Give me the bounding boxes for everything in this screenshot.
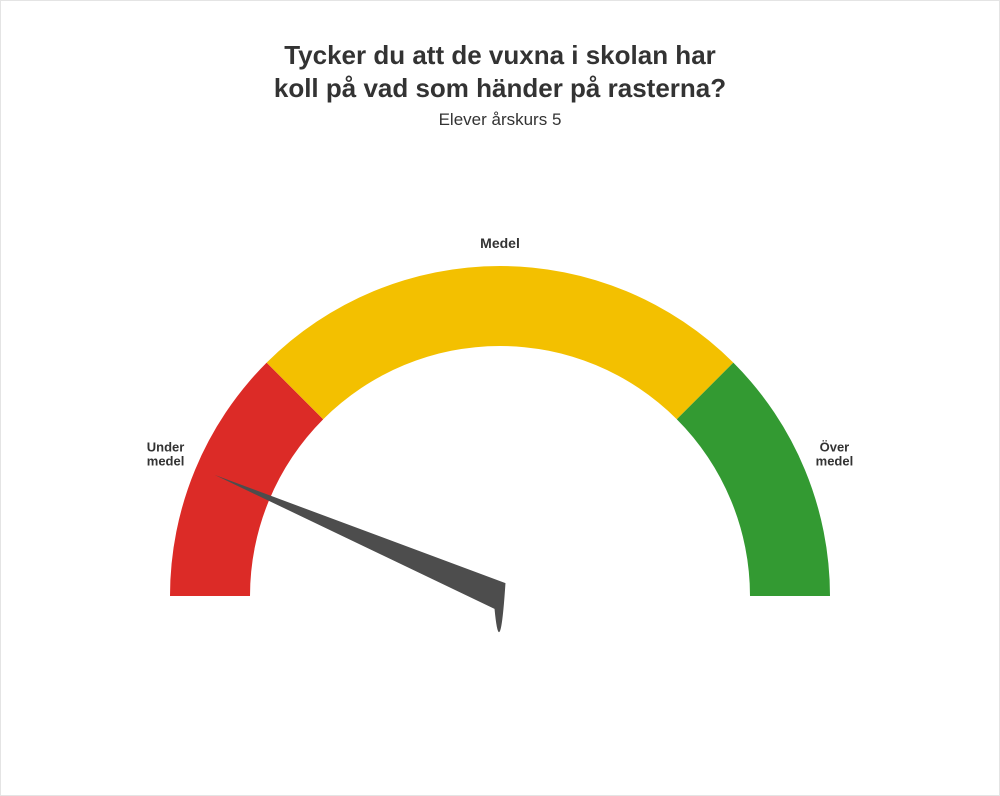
gauge-label-under-medel: Undermedel bbox=[147, 439, 185, 468]
chart-frame: Tycker du att de vuxna i skolan har koll… bbox=[0, 0, 1000, 796]
gauge-svg: Undermedel Medel Övermedel bbox=[70, 156, 930, 716]
title-block: Tycker du att de vuxna i skolan har koll… bbox=[1, 1, 999, 130]
gauge-label-over-medel: Övermedel bbox=[816, 439, 854, 468]
chart-title: Tycker du att de vuxna i skolan har koll… bbox=[1, 39, 999, 104]
chart-subtitle: Elever årskurs 5 bbox=[1, 110, 999, 130]
gauge-segment-1 bbox=[267, 266, 734, 419]
chart-title-line2: koll på vad som händer på rasterna? bbox=[274, 73, 726, 103]
gauge-segment-0 bbox=[170, 363, 323, 596]
gauge-label-medel: Medel bbox=[480, 235, 520, 251]
gauge-segment-2 bbox=[677, 363, 830, 596]
chart-title-line1: Tycker du att de vuxna i skolan har bbox=[284, 40, 716, 70]
gauge-container: Undermedel Medel Övermedel bbox=[1, 156, 999, 716]
